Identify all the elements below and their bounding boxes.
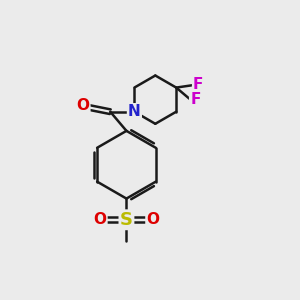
Text: F: F xyxy=(193,76,203,92)
Text: O: O xyxy=(93,212,106,227)
Text: O: O xyxy=(146,212,159,227)
Text: S: S xyxy=(120,211,133,229)
Text: N: N xyxy=(128,104,141,119)
Text: F: F xyxy=(190,92,200,107)
Text: O: O xyxy=(76,98,89,113)
